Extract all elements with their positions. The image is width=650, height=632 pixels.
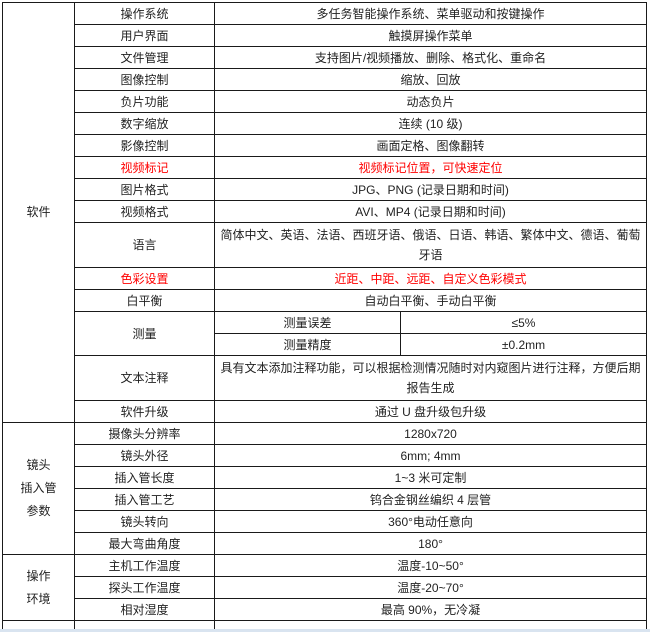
table-row: 测量 测量误差 ≤5%: [3, 311, 648, 356]
table-row: 软件升级 通过 U 盘升级包升级: [3, 400, 648, 423]
section-header: 操作 环境: [2, 554, 75, 621]
row-label: 摄像头分辨率: [74, 422, 215, 445]
row-label: 相对湿度: [74, 598, 215, 621]
row-label: 白平衡: [74, 289, 215, 312]
row-label: 主机工作温度: [74, 554, 215, 577]
row-label: 插入管工艺: [74, 488, 215, 511]
section-header-line: 软件: [26, 205, 51, 219]
section-header-line: 镜头: [26, 458, 51, 472]
table-row: 镜头转向 360°电动任意向: [3, 510, 648, 533]
subrow-label: 测量误差: [214, 311, 401, 334]
row-label: 负片功能: [74, 90, 215, 113]
row-label: 测量: [74, 311, 215, 356]
section-header-line: 插入管: [20, 481, 57, 495]
row-value: 自动白平衡、手动白平衡: [213, 289, 648, 312]
row-value: 具有文本添加注释功能，可以根据检测情况随时对内窥图片进行注释，方便后期报告生成: [213, 355, 648, 401]
row-value: 触摸屏操作菜单: [213, 24, 648, 47]
row-value: 支持图片/视频播放、删除、格式化、重命名: [213, 46, 648, 69]
row-label: 最大弯曲角度: [74, 532, 215, 555]
table-row: 相对湿度 最高 90%，无冷凝: [3, 598, 648, 621]
table-row: 视频标记 视频标记位置，可快速定位: [3, 156, 648, 179]
row-label: 镜头外径: [74, 444, 215, 467]
table-row: 软件 操作系统 多任务智能操作系统、菜单驱动和按键操作: [2, 2, 648, 423]
row-label: 操作系统: [74, 2, 215, 25]
row-label: 探头工作温度: [74, 576, 215, 599]
row-label: 图片格式: [74, 178, 215, 201]
table-row: 用户界面 触摸屏操作菜单: [3, 24, 648, 47]
row-value: 1280x720: [213, 422, 648, 445]
row-value: 温度-10~50°: [213, 554, 648, 577]
row-value: 连续 (10 级): [213, 112, 648, 135]
table-row: 白平衡 自动白平衡、手动白平衡: [3, 289, 648, 312]
row-value: 钨合金钢丝编织 4 层管: [213, 488, 648, 511]
row-value: AVI、MP4 (记录日期和时间): [213, 200, 648, 223]
table-row: 文件管理 支持图片/视频播放、删除、格式化、重命名: [3, 46, 648, 69]
row-label: 图像控制: [74, 68, 215, 91]
subrow-label: 测量精度: [214, 333, 401, 356]
row-value: 360°电动任意向: [213, 510, 648, 533]
row-label: 文件管理: [74, 46, 215, 69]
row-label: 视频标记: [74, 156, 215, 179]
table-row: 数字缩放 连续 (10 级): [3, 112, 648, 135]
row-value: 缩放、回放: [213, 68, 648, 91]
row-label: 视频格式: [74, 200, 215, 223]
section-header-line: 参数: [26, 504, 51, 518]
table-row: 影像控制 画面定格、图像翻转: [3, 134, 648, 157]
row-value: 1~3 米可定制: [213, 466, 648, 489]
subrow-value: ±0.2mm: [399, 333, 648, 356]
table-row: 图像控制 缩放、回放: [3, 68, 648, 91]
section-header-line: 操作: [26, 568, 51, 583]
subrow-value: ≤5%: [399, 311, 648, 334]
section-header: 软件: [2, 2, 75, 423]
row-value: 画面定格、图像翻转: [213, 134, 648, 157]
row-label: 语言: [74, 222, 215, 268]
row-value: JPG、PNG (记录日期和时间): [213, 178, 648, 201]
row-value: 多任务智能操作系统、菜单驱动和按键操作: [213, 2, 648, 25]
row-value: 近距、中距、远距、自定义色彩模式: [213, 267, 648, 290]
table-row: 探头工作温度 温度-20~70°: [3, 576, 648, 599]
table-row: 操作 环境 主机工作温度 温度-10~50°: [2, 554, 648, 621]
table-row: 语言 简体中文、英语、法语、西班牙语、俄语、日语、韩语、繁体中文、德语、葡萄牙语: [3, 222, 648, 268]
row-value: 动态负片: [213, 90, 648, 113]
row-value: 6mm; 4mm: [213, 444, 648, 467]
row-label: 插入管长度: [74, 466, 215, 489]
row-label: 文本注释: [74, 355, 215, 401]
table-row: 最大弯曲角度 180°: [3, 532, 648, 555]
row-label: 镜头转向: [74, 510, 215, 533]
row-value: 180°: [213, 532, 648, 555]
section-header: 镜头 插入管 参数: [2, 422, 75, 555]
table-row: 插入管长度 1~3 米可定制: [3, 466, 648, 489]
row-value: 温度-20~70°: [213, 576, 648, 599]
row-label: 软件升级: [74, 400, 215, 423]
table-row: 镜头 插入管 参数 摄像头分辨率 1280x720: [2, 422, 648, 555]
section-header-line: 环境: [26, 591, 51, 606]
table-row: 镜头外径 6mm; 4mm: [3, 444, 648, 467]
page-bottom-edge-highlight: [0, 629, 650, 632]
table-row: 视频格式 AVI、MP4 (记录日期和时间): [3, 200, 648, 223]
row-label: 用户界面: [74, 24, 215, 47]
row-value: 最高 90%，无冷凝: [213, 598, 648, 621]
row-label: 色彩设置: [74, 267, 215, 290]
table-row: 色彩设置 近距、中距、远距、自定义色彩模式: [3, 267, 648, 290]
table-row: 图片格式 JPG、PNG (记录日期和时间): [3, 178, 648, 201]
table-row: 文本注释 具有文本添加注释功能，可以根据检测情况随时对内窥图片进行注释，方便后期报…: [3, 355, 648, 401]
table-row: 插入管工艺 钨合金钢丝编织 4 层管: [3, 488, 648, 511]
row-value: 视频标记位置，可快速定位: [213, 156, 648, 179]
row-value: 简体中文、英语、法语、西班牙语、俄语、日语、韩语、繁体中文、德语、葡萄牙语: [213, 222, 648, 268]
table-row: 负片功能 动态负片: [3, 90, 648, 113]
row-label: 数字缩放: [74, 112, 215, 135]
row-label: 影像控制: [74, 134, 215, 157]
row-value: 通过 U 盘升级包升级: [213, 400, 648, 423]
